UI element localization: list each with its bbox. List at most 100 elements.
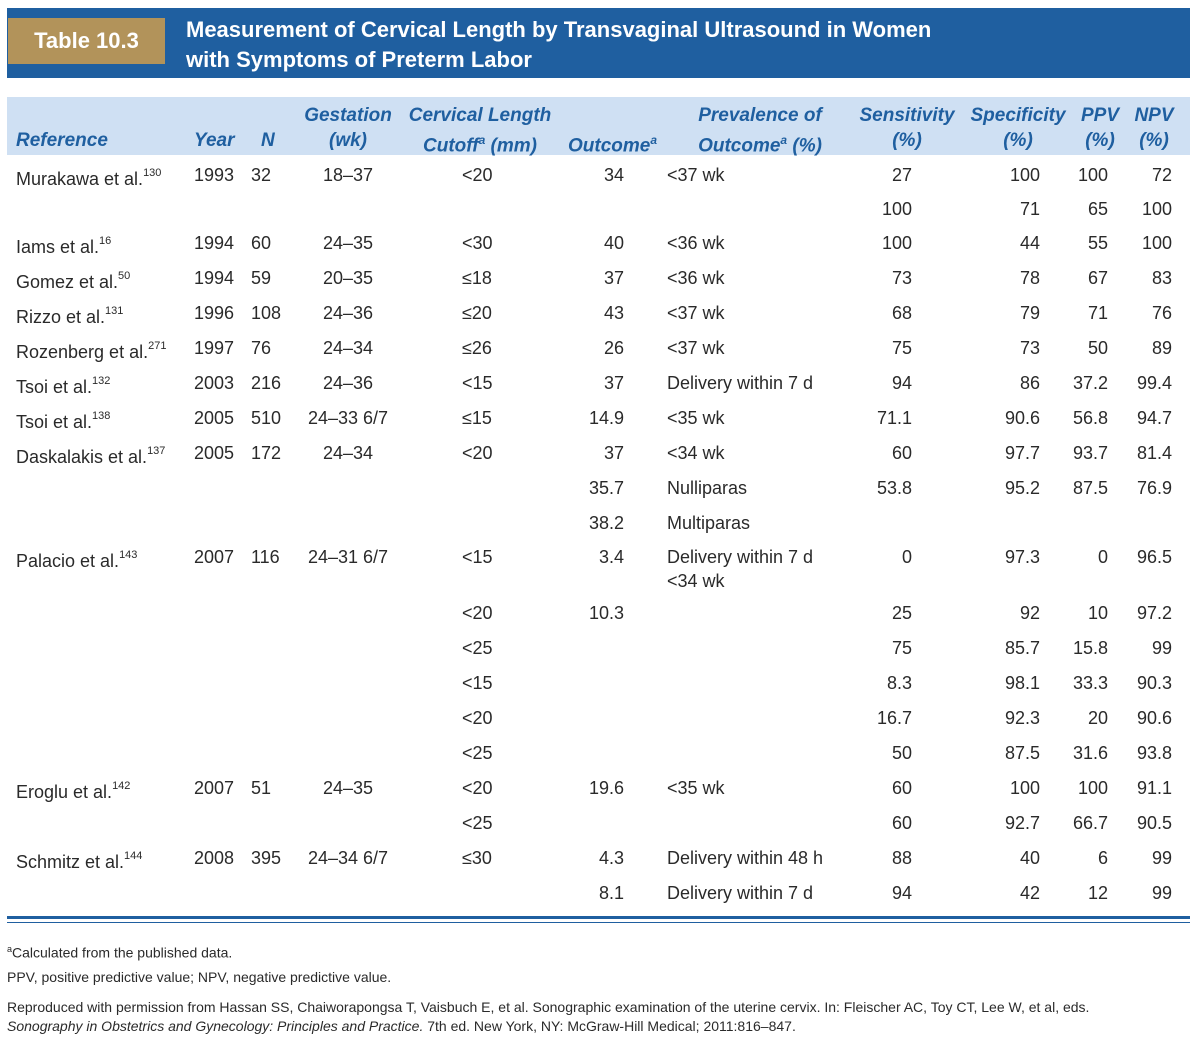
cell-prev: <37 wk	[667, 303, 725, 323]
footnote-source-line1: Reproduced with permission from Hassan S…	[7, 999, 1090, 1015]
cell-reference: Gomez et al.50	[16, 270, 131, 292]
cell-cutoff: <25	[462, 743, 493, 763]
cell-n: 510	[251, 408, 282, 428]
cell-sens: 71.1	[876, 408, 912, 428]
header-cervical-length-line2: Cutoffa (mm)	[423, 133, 537, 157]
cell-gest: 24–31 6/7	[307, 547, 389, 567]
cell-ppv: 56.8	[1072, 408, 1108, 428]
cell-year: 2005	[194, 408, 235, 428]
cell-spec: 92.7	[1004, 813, 1040, 833]
cell-sens: 100	[881, 199, 912, 219]
citation-superscript: 131	[105, 305, 124, 317]
cell-cutoff: ≤18	[462, 268, 492, 288]
cell-npv: 90.6	[1136, 708, 1172, 728]
cell-ppv: 50	[1087, 338, 1108, 358]
cell-n: 116	[251, 547, 280, 567]
header-year: Year	[194, 130, 235, 151]
cell-outcome: 37	[603, 373, 624, 393]
cell-prev-line2: <34 wk	[667, 571, 725, 591]
cell-reference: Daskalakis et al.137	[16, 445, 166, 467]
cell-sens: 27	[891, 165, 912, 185]
cell-prev: <36 wk	[667, 268, 725, 288]
header-sensitivity-line1: Sensitivity	[859, 105, 955, 126]
cell-prev: <37 wk	[667, 338, 725, 358]
cell-sens: 100	[881, 233, 912, 253]
cell-npv: 83	[1151, 268, 1172, 288]
cell-spec: 100	[1009, 778, 1040, 798]
header-n: N	[261, 130, 275, 151]
cell-ppv: 12	[1087, 883, 1108, 903]
cell-outcome: 8.1	[598, 883, 624, 903]
cell-year: 1993	[194, 165, 235, 185]
cell-outcome: 10.3	[588, 603, 624, 623]
cell-gest: 24–33 6/7	[307, 408, 389, 428]
cell-gest: 24–34	[322, 338, 374, 358]
cell-prev: <34 wk	[667, 443, 725, 463]
cell-npv: 89	[1151, 338, 1172, 358]
cell-n: 395	[251, 848, 282, 868]
cell-cutoff: <20	[462, 708, 493, 728]
cell-npv: 99	[1151, 883, 1172, 903]
cell-npv: 99.4	[1136, 373, 1172, 393]
cell-npv: 81.4	[1136, 443, 1172, 463]
cell-spec: 79	[1019, 303, 1040, 323]
cell-outcome: 19.6	[588, 778, 624, 798]
header-npv-line2: (%)	[1139, 130, 1169, 151]
cell-ppv: 87.5	[1072, 478, 1108, 498]
cell-prev: Delivery within 48 h	[667, 848, 824, 868]
cell-prev: <35 wk	[667, 778, 725, 798]
cell-cutoff: <15	[462, 547, 493, 567]
citation-superscript: 271	[148, 340, 167, 352]
cell-npv: 90.5	[1136, 813, 1172, 833]
cell-spec: 100	[1009, 165, 1040, 185]
cell-reference: Tsoi et al.132	[16, 375, 111, 397]
cell-gest: 24–34 6/7	[307, 848, 389, 868]
cell-n: 32	[251, 165, 272, 185]
cell-ppv: 55	[1087, 233, 1108, 253]
cell-npv: 99	[1151, 848, 1172, 868]
citation-superscript: 142	[112, 780, 131, 792]
header-ppv-line2: (%)	[1085, 130, 1115, 151]
cell-cutoff: <20	[462, 165, 493, 185]
cell-cutoff: ≤15	[462, 408, 492, 428]
cell-year: 1996	[194, 303, 235, 323]
cell-spec: 71	[1019, 199, 1040, 219]
cell-year: 2003	[194, 373, 235, 393]
cell-n: 59	[251, 268, 272, 288]
cell-cutoff: <20	[462, 443, 493, 463]
cell-spec: 40	[1019, 848, 1040, 868]
cell-sens: 50	[891, 743, 912, 763]
cell-spec: 78	[1019, 268, 1040, 288]
cell-year: 2008	[194, 848, 235, 868]
cell-reference: Iams et al.16	[16, 235, 112, 257]
cell-prev: Delivery within 7 d	[667, 373, 814, 393]
header-specificity-line2: (%)	[1003, 130, 1033, 151]
table-title-line1: Measurement of Cervical Length by Transv…	[186, 17, 932, 42]
cell-npv: 76.9	[1136, 478, 1172, 498]
cell-n: 51	[251, 778, 272, 798]
footnote-a: aCalculated from the published data.	[7, 944, 233, 961]
cell-npv: 97.2	[1136, 603, 1172, 623]
citation-superscript: 138	[92, 410, 111, 422]
cell-reference: Rozenberg et al.271	[16, 340, 167, 362]
cell-outcome: 3.4	[598, 547, 624, 567]
header-cervical-length-line1: Cervical Length	[408, 105, 552, 126]
cell-spec: 97.7	[1004, 443, 1040, 463]
cell-gest: 24–35	[322, 778, 374, 798]
cell-reference: Rizzo et al.131	[16, 305, 124, 327]
cell-reference: Eroglu et al.142	[16, 780, 131, 802]
cell-npv: 94.7	[1136, 408, 1172, 428]
cell-cutoff: ≤30	[462, 848, 492, 868]
citation-superscript: 144	[124, 850, 143, 862]
cell-reference: Tsoi et al.138	[16, 410, 111, 432]
cell-sens: 60	[891, 443, 912, 463]
table-label: Table 10.3	[8, 18, 165, 64]
cell-prev: <36 wk	[667, 233, 725, 253]
cell-ppv: 31.6	[1072, 743, 1108, 763]
cell-n: 216	[251, 373, 282, 393]
cell-prev: <35 wk	[667, 408, 725, 428]
cell-year: 2007	[194, 547, 235, 567]
cell-sens: 16.7	[876, 708, 912, 728]
cell-spec: 42	[1019, 883, 1040, 903]
cell-ppv: 71	[1087, 303, 1108, 323]
